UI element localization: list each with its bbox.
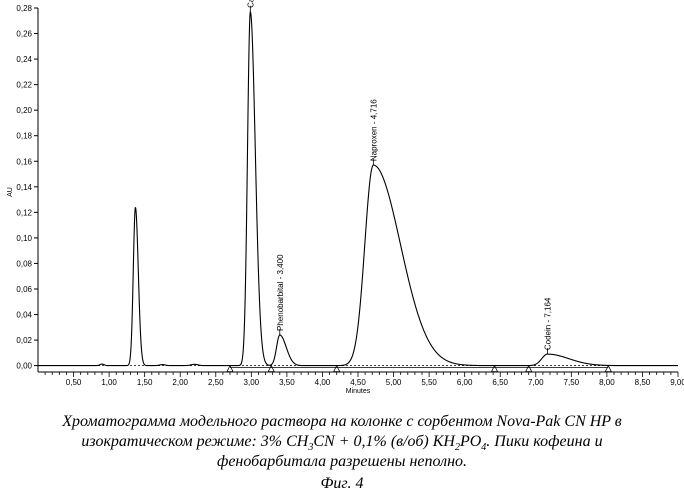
figure-label: Фиг. 4 bbox=[0, 474, 684, 494]
x-tick-label: 6,50 bbox=[492, 378, 508, 387]
peak-label: Phenobarbital - 3,400 bbox=[276, 254, 285, 331]
peak-label: Naproxen - 4,716 bbox=[369, 99, 378, 161]
chromatogram-trace bbox=[38, 12, 678, 366]
peak-label: Codein - 7,164 bbox=[543, 297, 552, 350]
caption-line-3: фенобарбитала разрешены неполно. bbox=[0, 452, 684, 472]
y-tick-label: 0,18 bbox=[16, 132, 32, 141]
x-axis-ticks: 0,50 1,00 1,50 2,00 2,50 3,00 3,50 4,00 4,50 5,00… bbox=[45, 372, 684, 387]
x-axis-label: Minutes bbox=[346, 388, 371, 395]
baseline-marker bbox=[526, 366, 532, 372]
x-tick-label: 2,00 bbox=[172, 378, 188, 387]
caption-line-2-part-c: PO bbox=[460, 433, 481, 450]
y-tick-label: 0,06 bbox=[16, 285, 32, 294]
x-tick-label: 1,50 bbox=[137, 378, 153, 387]
x-tick-label: 3,50 bbox=[279, 378, 295, 387]
chromatogram-chart: 0,00 0,02 0,04 0,06 0,08 0,10 0,12 0,14 0,16 0,18… bbox=[0, 0, 684, 410]
y-tick-label: 0,02 bbox=[16, 336, 32, 345]
x-tick-label: 4,00 bbox=[315, 378, 331, 387]
plot-frame bbox=[38, 8, 678, 372]
baseline-marker bbox=[334, 366, 340, 372]
peak-label: Caffein - 2,986 bbox=[246, 0, 255, 8]
caption-line-1: Хроматограмма модельного раствора на кол… bbox=[0, 412, 684, 432]
x-tick-label: 3,00 bbox=[244, 378, 260, 387]
baseline-markers bbox=[227, 366, 611, 372]
x-tick-label: 7,50 bbox=[564, 378, 580, 387]
baseline-marker bbox=[605, 366, 611, 372]
x-tick-label: 2,50 bbox=[208, 378, 224, 387]
y-axis-ticks: 0,00 0,02 0,04 0,06 0,08 0,10 0,12 0,14 0,16 0,18… bbox=[16, 4, 38, 371]
y-tick-label: 0,28 bbox=[16, 4, 32, 13]
x-tick-label: 8,00 bbox=[599, 378, 615, 387]
y-tick-label: 0,26 bbox=[16, 30, 32, 39]
peak-labels: Caffein - 2,986 Phenobarbital - 3,400 Napr… bbox=[246, 0, 552, 354]
y-tick-label: 0,10 bbox=[16, 234, 32, 243]
y-tick-label: 0,20 bbox=[16, 106, 32, 115]
caption-line-2-part-b: CN + 0,1% (в/об) KH bbox=[313, 433, 455, 450]
x-tick-label: 9,00 bbox=[670, 378, 684, 387]
baseline-marker bbox=[227, 366, 233, 372]
y-tick-label: 0,14 bbox=[16, 183, 32, 192]
y-axis-label: AU bbox=[7, 187, 14, 197]
x-tick-label: 0,50 bbox=[66, 378, 82, 387]
baseline-marker bbox=[268, 366, 274, 372]
caption-line-2-part-d: . Пики кофеина и bbox=[486, 433, 602, 450]
y-tick-label: 0,16 bbox=[16, 157, 32, 166]
x-tick-label: 7,00 bbox=[528, 378, 544, 387]
y-tick-label: 0,12 bbox=[16, 208, 32, 217]
y-tick-label: 0,00 bbox=[16, 362, 32, 371]
y-tick-label: 0,22 bbox=[16, 81, 32, 90]
x-tick-label: 5,50 bbox=[421, 378, 437, 387]
x-tick-label: 1,00 bbox=[101, 378, 117, 387]
y-tick-label: 0,24 bbox=[16, 55, 32, 64]
caption-line-2-part-a: изократическом режиме: 3% CH bbox=[81, 433, 308, 450]
x-tick-label: 6,00 bbox=[457, 378, 473, 387]
x-tick-label: 8,50 bbox=[635, 378, 651, 387]
baseline-marker bbox=[492, 366, 498, 372]
y-tick-label: 0,04 bbox=[16, 311, 32, 320]
x-tick-label: 4,50 bbox=[350, 378, 366, 387]
x-tick-label: 5,00 bbox=[386, 378, 402, 387]
y-tick-label: 0,08 bbox=[16, 259, 32, 268]
